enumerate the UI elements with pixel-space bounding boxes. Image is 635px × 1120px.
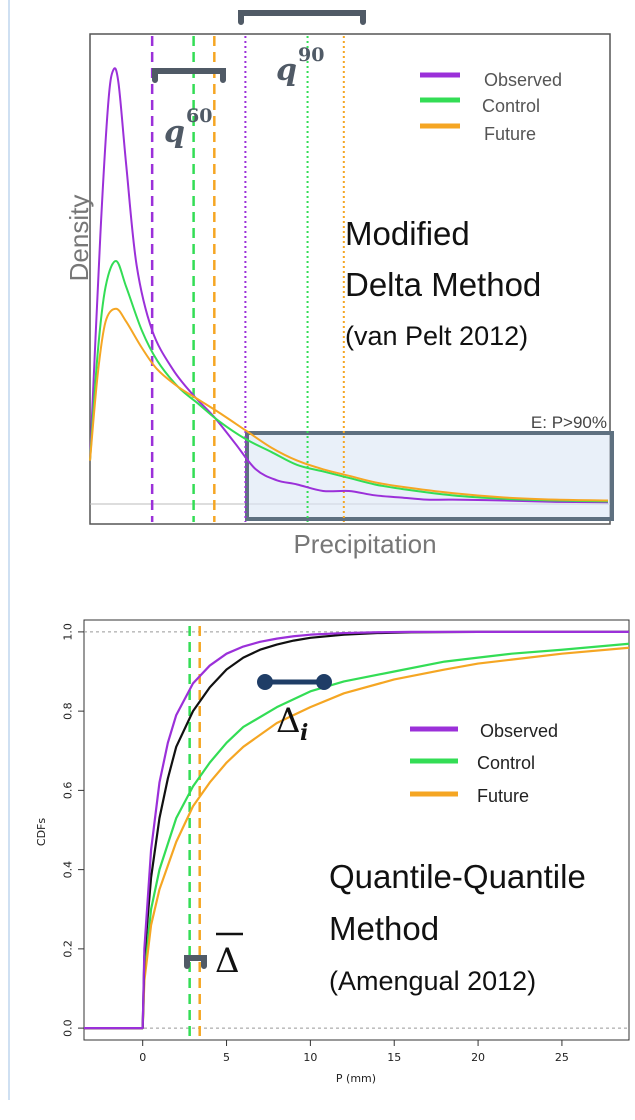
method-title-line2: Delta Method [345,266,541,303]
delta-bar-symbol: Δ [215,941,240,981]
x-tick-label-15: 15 [387,1051,401,1064]
cdf-threshold-lines [188,626,201,1040]
y-tick-label-0.0: 0.0 [62,1019,75,1037]
cdf-legend-label-control: Control [477,753,535,773]
q60-label: q [164,115,185,150]
cdf-legend-label-future: Future [477,786,529,806]
q90-label: q [276,53,297,88]
q60-bracket [152,68,226,83]
cdf-series-observed-0 [84,630,629,1030]
density-quantile-lines [150,36,345,522]
delta-bar-bracket [184,955,207,969]
qq-method-title-line1: Quantile-Quantile [329,858,586,895]
cdf-axis-ticks: 0 5 10 15 20 25 0.0 0.2 0.4 0.6 0.8 1.0 [62,623,569,1064]
left-rule [8,0,10,1100]
x-tick-label-10: 10 [303,1051,317,1064]
density-series-observed [89,67,609,504]
x-tick-label-25: 25 [555,1051,569,1064]
cdf-legend: Observed Control Future [410,721,558,806]
y-tick-label-0.6: 0.6 [62,782,75,800]
y-tick-label-1.0: 1.0 [62,623,75,641]
q90-superscript: 90 [298,44,324,66]
delta-i-symbol: Δ [276,701,301,741]
density-series-future [89,307,609,502]
density-legend: Observed Control Future [420,70,562,144]
cdf-series-reference-1 [84,630,629,1030]
q60-superscript: 60 [186,105,212,127]
cdf-x-axis-title: P (mm) [336,1072,376,1085]
method-citation: (van Pelt 2012) [345,321,528,351]
cdf-y-axis-title: CDFs [35,818,48,846]
delta-i-dot-right [316,674,332,690]
density-series-group [89,67,609,504]
delta-i-subscript: i [300,720,308,746]
method-title-line1: Modified [345,215,470,252]
qq-method-citation: (Amengual 2012) [329,966,536,996]
cdf-series-control-2 [84,642,630,1030]
density-series-control [89,259,609,503]
x-tick-label-5: 5 [223,1051,230,1064]
cdf-plot-frame [83,619,630,1041]
legend-label-control: Control [482,96,540,116]
x-tick-label-20: 20 [471,1051,485,1064]
extreme-region-box [245,431,614,521]
legend-label-future: Future [484,124,536,144]
extreme-region-label: E: P>90% [531,413,607,432]
cdf-series-future-3 [84,646,630,1030]
y-tick-label-0.4: 0.4 [62,861,75,879]
y-tick-label-0.8: 0.8 [62,702,75,720]
y-tick-label-0.2: 0.2 [62,940,75,958]
delta-i-dot-left [257,674,273,690]
cdf-legend-label-observed: Observed [480,721,558,741]
cdf-series-group [84,630,630,1030]
density-chart: E: P>90% q 60 q 90 Observed Control Futu… [64,10,614,559]
density-y-axis-title: Density [64,195,94,282]
x-tick-label-0: 0 [139,1051,146,1064]
q90-bracket [238,10,366,25]
legend-label-observed: Observed [484,70,562,90]
density-x-axis-title: Precipitation [293,529,436,559]
density-plot-frame [89,33,611,525]
cdf-reference-lines [84,631,629,1029]
qq-method-title-line2: Method [329,910,439,947]
